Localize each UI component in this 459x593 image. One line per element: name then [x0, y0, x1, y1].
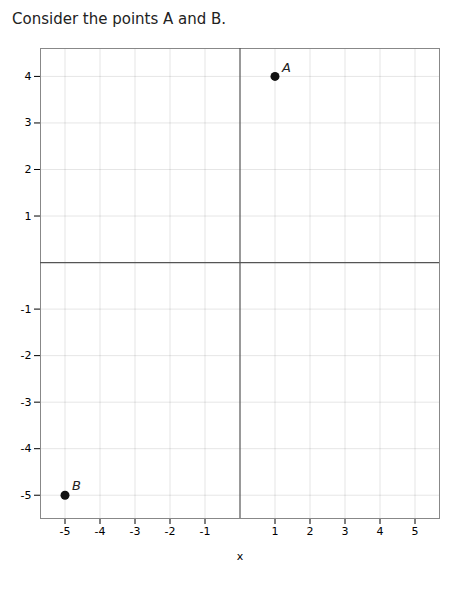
svg-text:x: x	[237, 550, 244, 563]
svg-text:2: 2	[25, 163, 32, 176]
html-text:Consider the points A and B.: Consider the points A and B.	[12, 10, 227, 28]
svg-text:-5: -5	[60, 525, 71, 538]
svg-text:4: 4	[377, 525, 384, 538]
svg-text:3: 3	[342, 525, 349, 538]
svg-text:-3: -3	[21, 396, 32, 409]
svg-text:A: A	[281, 60, 291, 75]
svg-text:-1: -1	[200, 525, 211, 538]
svg-text:1: 1	[25, 210, 32, 223]
svg-text:1: 1	[272, 525, 279, 538]
svg-text:-3: -3	[130, 525, 141, 538]
svg-text:-2: -2	[165, 525, 176, 538]
svg-text:4: 4	[25, 70, 32, 83]
svg-text:-5: -5	[21, 489, 32, 502]
svg-text:-4: -4	[21, 442, 32, 455]
svg-text:B: B	[72, 478, 81, 493]
svg-text:3: 3	[25, 116, 32, 129]
svg-text:5: 5	[412, 525, 419, 538]
svg-text:-2: -2	[21, 349, 32, 362]
svg-text:-4: -4	[95, 525, 106, 538]
svg-text:-1: -1	[21, 303, 32, 316]
svg-text:2: 2	[307, 525, 314, 538]
